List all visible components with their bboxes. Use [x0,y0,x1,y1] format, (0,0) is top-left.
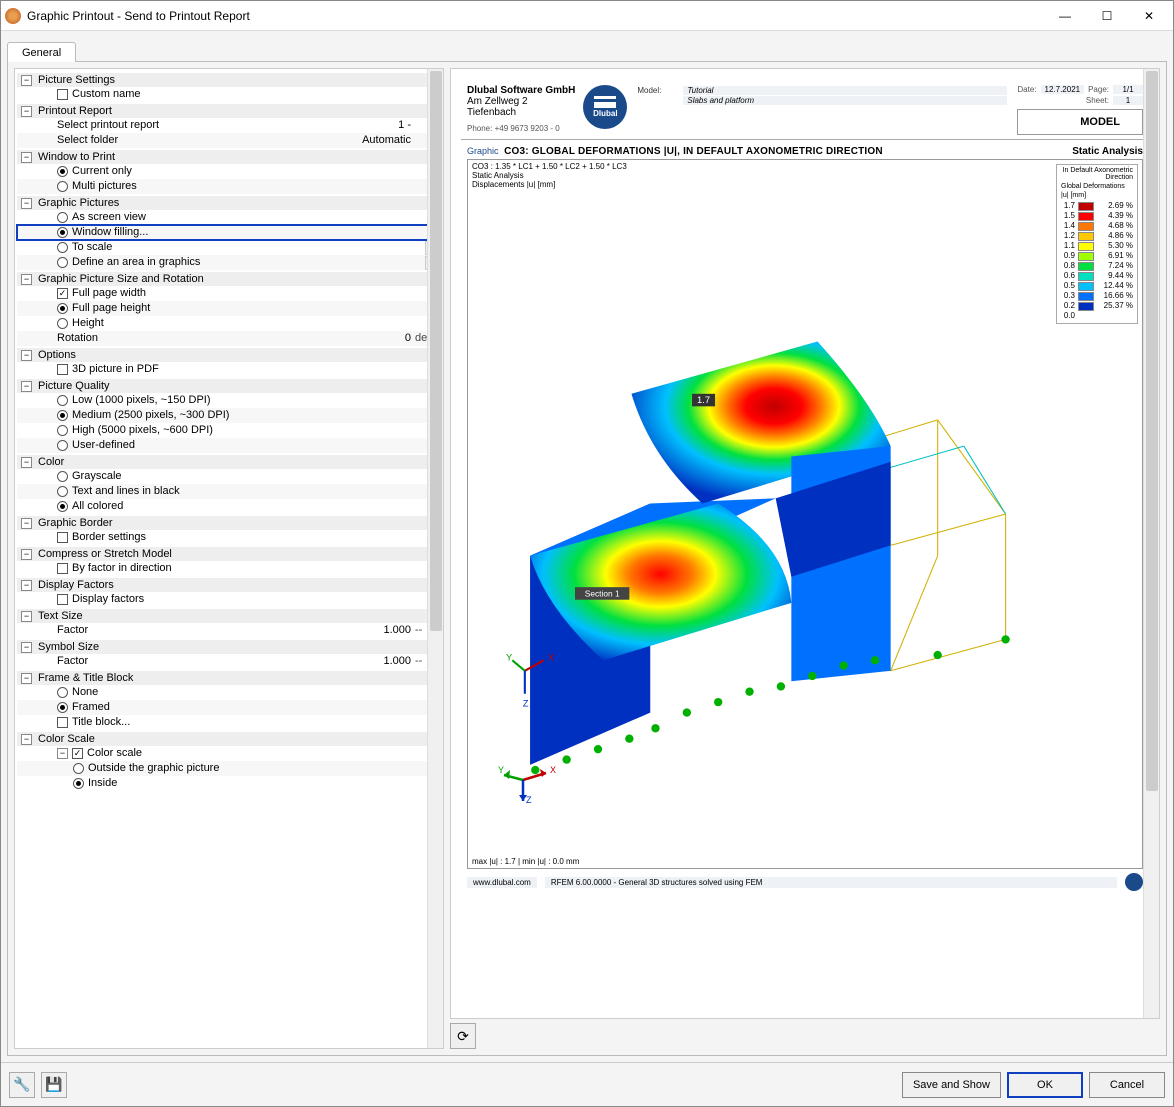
svg-text:X: X [550,765,556,775]
svg-text:Z: Z [526,795,532,805]
figure-stats: max |u| : 1.7 | min |u| : 0.0 mm [472,857,579,866]
group-text-size[interactable]: −Text Size [17,609,443,623]
display-factors-checkbox[interactable] [57,594,68,605]
group-frame[interactable]: −Frame & Title Block [17,671,443,685]
frame-none-radio[interactable] [57,687,68,698]
symbol-size-value[interactable]: 1.000 [355,654,415,669]
group-size-rotation[interactable]: −Graphic Picture Size and Rotation [17,272,443,286]
color-legend: In Default Axonometric Direction Global … [1056,164,1138,324]
color-scale-checkbox[interactable] [72,748,83,759]
svg-text:Section 1: Section 1 [585,589,620,599]
group-printout-report[interactable]: −Printout Report [17,104,443,118]
height-radio[interactable] [57,318,68,329]
structure-render: 1.7 Section 1 [478,190,1042,838]
rotation-value[interactable]: 0 [355,331,415,346]
svg-text:X: X [548,651,555,662]
color-gray-radio[interactable] [57,471,68,482]
custom-name-checkbox[interactable] [57,89,68,100]
close-button[interactable]: ✕ [1129,3,1169,29]
cancel-button[interactable]: Cancel [1089,1072,1165,1098]
group-color-scale[interactable]: −Color Scale [17,732,443,746]
window-filling-radio[interactable] [57,227,68,238]
bottom-toolbar: 🔧 💾 Save and Show OK Cancel [1,1062,1173,1106]
border-settings-checkbox[interactable] [57,532,68,543]
preview-scrollbar[interactable] [1143,69,1159,1018]
as-screen-radio[interactable] [57,212,68,223]
tab-general[interactable]: General [7,42,76,62]
settings-tree: −Picture Settings Custom name −Printout … [14,68,444,1049]
preview-page: Dlubal Software GmbH Am Zellweg 2 Tiefen… [461,79,1149,1008]
group-color[interactable]: −Color [17,455,443,469]
current-only-radio[interactable] [57,166,68,177]
main-panel: −Picture Settings Custom name −Printout … [7,61,1167,1056]
svg-text:1.7: 1.7 [697,394,710,405]
tabbar: General [7,37,1167,61]
titlebar: Graphic Printout - Send to Printout Repo… [1,1,1173,31]
preview-area: Dlubal Software GmbH Am Zellweg 2 Tiefen… [450,68,1160,1019]
app-icon [5,8,21,24]
figure: CO3 : 1.35 * LC1 + 1.50 * LC2 + 1.50 * L… [467,159,1143,869]
window-title: Graphic Printout - Send to Printout Repo… [27,9,1045,23]
group-compress[interactable]: −Compress or Stretch Model [17,547,443,561]
frame-titleblock-checkbox[interactable] [57,717,68,728]
graphic-title-row: Graphic CO3: GLOBAL DEFORMATIONS |U|, IN… [461,140,1149,159]
group-options[interactable]: −Options [17,348,443,362]
color-bw-radio[interactable] [57,486,68,497]
group-picture-settings[interactable]: −Picture Settings [17,73,443,87]
frame-framed-radio[interactable] [57,702,68,713]
group-window-to-print[interactable]: −Window to Print [17,150,443,164]
select-folder-value[interactable]: Automatic [355,133,415,148]
ok-button[interactable]: OK [1007,1072,1083,1098]
refresh-button[interactable]: ⟳ [450,1023,476,1049]
quality-user-radio[interactable] [57,440,68,451]
view-axes-icon: X Y Z [498,755,558,808]
compress-factor-checkbox[interactable] [57,563,68,574]
define-area-radio[interactable] [57,257,68,268]
3d-pdf-checkbox[interactable] [57,364,68,375]
svg-text:Y: Y [506,651,513,662]
text-size-value[interactable]: 1.000 [355,623,415,638]
company-name: Dlubal Software GmbH [467,85,575,96]
dlubal-logo-icon: Dlubal [583,85,627,129]
quality-low-radio[interactable] [57,395,68,406]
group-border[interactable]: −Graphic Border [17,516,443,530]
quality-high-radio[interactable] [57,425,68,436]
minimize-button[interactable]: — [1045,3,1085,29]
group-symbol-size[interactable]: −Symbol Size [17,640,443,654]
page-footer: www.dlubal.com RFEM 6.00.0000 - General … [467,873,1143,891]
scale-inside-radio[interactable] [73,778,84,789]
dlubal-badge-icon [1125,873,1143,891]
save-and-show-button[interactable]: Save and Show [902,1072,1001,1098]
quality-medium-radio[interactable] [57,410,68,421]
collapse-icon[interactable]: − [21,75,32,86]
to-scale-radio[interactable] [57,242,68,253]
help-icon[interactable]: 🔧 [9,1072,35,1098]
group-display-factors[interactable]: −Display Factors [17,578,443,592]
content: General −Picture Settings Custom name −P… [1,31,1173,1062]
save-icon[interactable]: 💾 [41,1072,67,1098]
color-all-radio[interactable] [57,501,68,512]
select-report-value[interactable]: 1 - [355,118,415,133]
page-header: Dlubal Software GmbH Am Zellweg 2 Tiefen… [461,79,1149,140]
full-height-radio[interactable] [57,303,68,314]
model-mode: MODEL [1017,109,1143,135]
preview-column: Dlubal Software GmbH Am Zellweg 2 Tiefen… [450,68,1160,1049]
full-width-checkbox[interactable] [57,288,68,299]
svg-text:Y: Y [498,765,504,775]
multi-pictures-radio[interactable] [57,181,68,192]
scale-outside-radio[interactable] [73,763,84,774]
group-picture-quality[interactable]: −Picture Quality [17,379,443,393]
dialog-window: Graphic Printout - Send to Printout Repo… [0,0,1174,1107]
tree-scrollbar[interactable] [427,69,443,1048]
maximize-button[interactable]: ☐ [1087,3,1127,29]
group-graphic-pictures[interactable]: −Graphic Pictures [17,196,443,210]
settings-column: −Picture Settings Custom name −Printout … [14,68,444,1049]
svg-text:Z: Z [523,697,529,708]
window-filling-row[interactable]: Window filling... [17,225,443,240]
